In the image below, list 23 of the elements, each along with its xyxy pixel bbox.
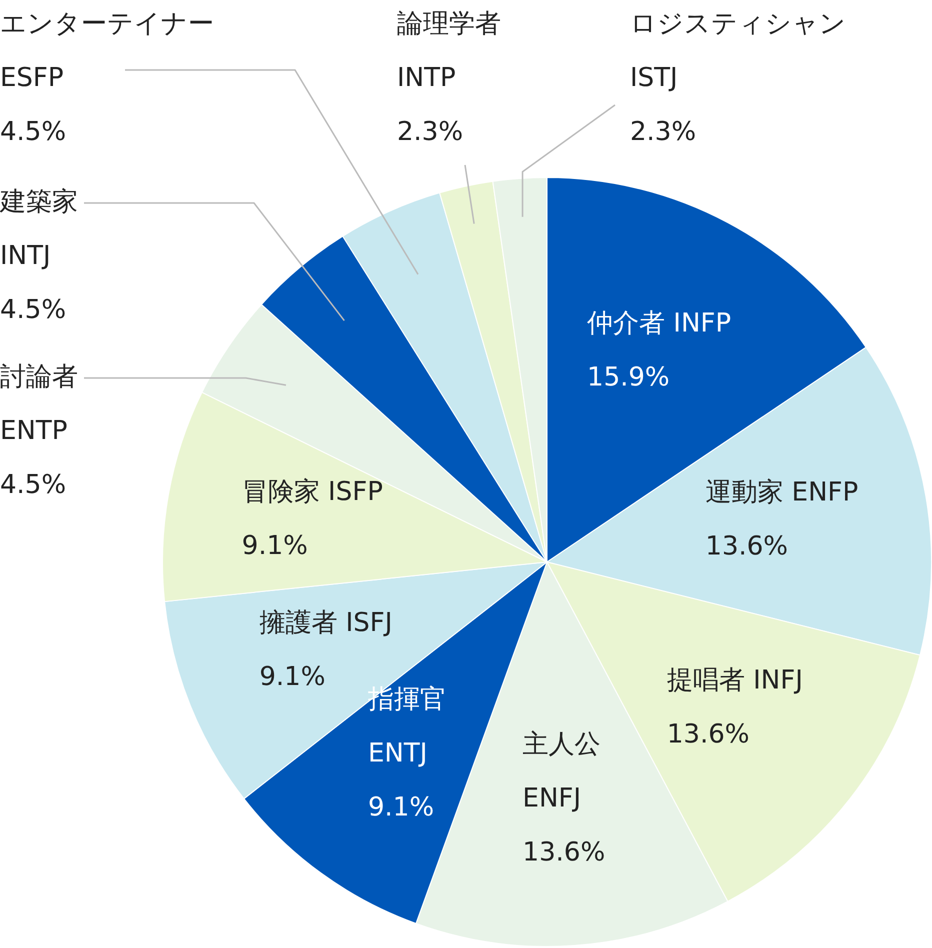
slice-label: ロジスティシャン ISTJ bbox=[630, 8, 846, 93]
slice-label: 討論者 ENTP bbox=[0, 362, 78, 446]
slice-label: 冒険家 ISFP bbox=[242, 476, 383, 507]
data-label: 13.6% bbox=[705, 532, 788, 562]
data-label: 15.9% bbox=[587, 362, 670, 392]
data-label: 4.5% bbox=[0, 294, 66, 325]
data-label: 4.5% bbox=[0, 116, 66, 147]
slice-label: 指揮官 ENTJ bbox=[366, 684, 446, 769]
data-label: 9.1% bbox=[259, 662, 326, 692]
data-label: 2.3% bbox=[630, 116, 696, 147]
slice-label: エンターテイナー ESFP bbox=[0, 8, 214, 93]
data-label: 4.5% bbox=[0, 470, 66, 500]
data-label: 13.6% bbox=[666, 719, 750, 750]
slice-label: 運動家 ENFP bbox=[705, 478, 858, 508]
slice-label: 擁護者 ISFJ bbox=[259, 608, 392, 638]
data-label: 13.6% bbox=[522, 838, 606, 868]
slice-label: 提唱者 INFJ bbox=[666, 665, 803, 696]
data-label: 2.3% bbox=[397, 116, 464, 147]
data-label: 9.1% bbox=[368, 792, 434, 823]
slice-label: 仲介者 INFP bbox=[587, 308, 732, 338]
data-label: 9.1% bbox=[242, 530, 308, 561]
slice-label: 主人公 ENFJ bbox=[522, 730, 601, 814]
slice-label: 論理学者 INTP bbox=[397, 8, 501, 93]
